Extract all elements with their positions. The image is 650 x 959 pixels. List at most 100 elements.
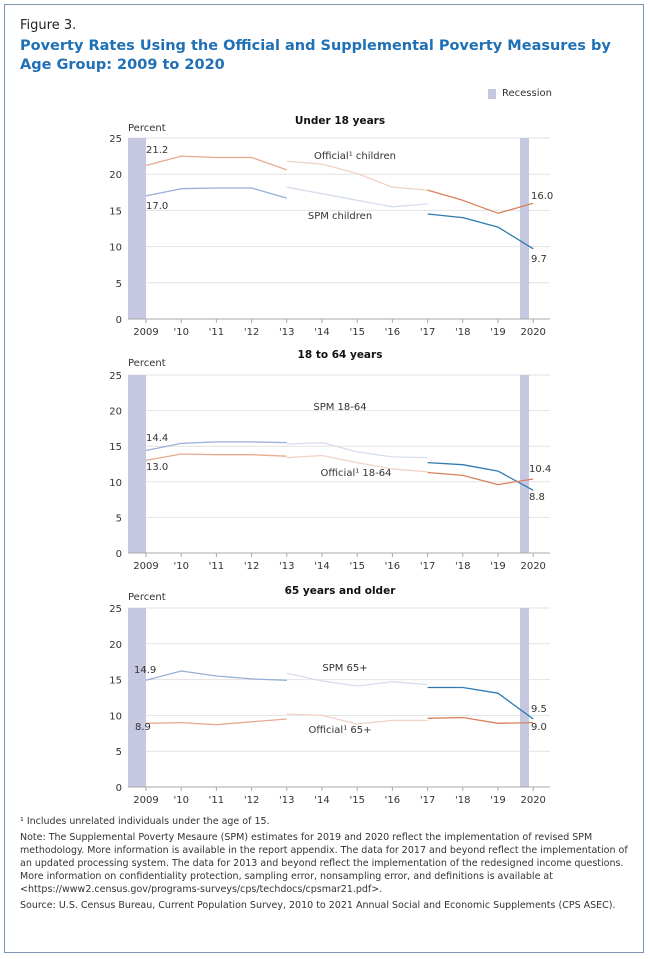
y-tick-label: 20 xyxy=(109,170,122,181)
x-tick-label: '12 xyxy=(244,561,259,572)
x-tick-label: '11 xyxy=(209,561,224,572)
data-label: 17.0 xyxy=(146,201,168,212)
data-label: 14.9 xyxy=(134,665,156,676)
recession-bar xyxy=(128,375,146,553)
series-line-official-segment xyxy=(145,155,288,171)
x-tick-label: '17 xyxy=(420,795,435,806)
x-tick-label: '18 xyxy=(455,795,470,806)
legend-recession-label: Recession xyxy=(502,88,552,99)
x-tick-label: 2009 xyxy=(133,561,158,572)
chart-area: 0 5 10 15 20 25 2009 '10 '11 '12 '13 '14 '15 '16 '17 '1… xyxy=(109,115,553,806)
x-tick-label: '13 xyxy=(279,561,294,572)
y-tick-label: 5 xyxy=(116,747,122,758)
series-label: SPM 65+ xyxy=(322,663,367,674)
series-line-official-segment xyxy=(145,453,287,462)
data-label: 9.7 xyxy=(531,254,547,265)
data-label: 8.9 xyxy=(135,722,151,733)
notes: ¹ Includes unrelated individuals under t… xyxy=(20,815,630,915)
y-tick-label: 10 xyxy=(109,711,122,722)
data-label: 8.8 xyxy=(529,492,545,503)
x-tick-label: '19 xyxy=(490,327,505,338)
data-label: 21.2 xyxy=(146,145,168,156)
y-tick-label: 15 xyxy=(109,442,122,453)
x-tick-label: '12 xyxy=(244,327,259,338)
series-line-spm-segment xyxy=(427,461,534,491)
recession-swatch xyxy=(488,88,496,99)
series-line-spm-segment xyxy=(145,187,287,199)
footnote: ¹ Includes unrelated individuals under t… xyxy=(20,816,270,827)
series-line-spm-segment xyxy=(286,441,428,459)
panel-title: Under 18 years xyxy=(295,115,385,127)
x-tick-label: '10 xyxy=(173,561,188,572)
x-tick-label: '13 xyxy=(279,327,294,338)
series-line-official-segment xyxy=(286,160,428,191)
series-label: SPM 18-64 xyxy=(313,402,366,413)
y-tick-label: 20 xyxy=(109,407,122,418)
data-label: 9.0 xyxy=(531,722,547,733)
y-axis-label: Percent xyxy=(128,358,166,369)
x-tick-label: '14 xyxy=(314,561,329,572)
y-axis-label: Percent xyxy=(128,592,166,603)
x-tick-label: '16 xyxy=(385,327,400,338)
y-tick-label: 5 xyxy=(116,279,122,290)
y-tick-label: 15 xyxy=(109,206,122,217)
recession-bar xyxy=(520,608,529,787)
series-line-official-segment xyxy=(145,718,287,726)
series-label: Official¹ 65+ xyxy=(308,725,371,736)
x-tick-label: '15 xyxy=(349,795,364,806)
series-label: Official¹ children xyxy=(314,151,396,162)
y-tick-label: 0 xyxy=(116,315,122,326)
y-tick-label: 0 xyxy=(116,549,122,560)
series-line-official-segment xyxy=(286,454,428,473)
series-line-spm-segment xyxy=(145,670,287,681)
figure-label: Figure 3. xyxy=(20,18,77,33)
x-tick-label: 2020 xyxy=(520,327,545,338)
y-tick-label: 10 xyxy=(109,478,122,489)
recession-bar xyxy=(128,138,146,319)
panel-title: 18 to 64 years xyxy=(298,349,383,361)
y-tick-label: 25 xyxy=(109,134,122,145)
data-label: 10.4 xyxy=(529,464,551,475)
series-line-spm-segment xyxy=(145,441,287,452)
y-tick-label: 0 xyxy=(116,783,122,794)
x-tick-label: '10 xyxy=(173,795,188,806)
series-line-official-segment xyxy=(286,713,428,725)
x-tick-label: '14 xyxy=(314,795,329,806)
series-line-spm-segment xyxy=(427,686,534,720)
x-tick-label: '18 xyxy=(455,561,470,572)
x-tick-label: '19 xyxy=(490,795,505,806)
x-tick-label: '11 xyxy=(209,795,224,806)
figure-frame xyxy=(4,4,644,953)
series-label: Official¹ 18-64 xyxy=(321,468,392,479)
x-tick-label: 2020 xyxy=(520,795,545,806)
data-label: 9.5 xyxy=(531,704,547,715)
series-line-spm-segment xyxy=(286,186,428,208)
x-tick-label: '13 xyxy=(279,795,294,806)
y-tick-label: 10 xyxy=(109,243,122,254)
x-tick-label: '19 xyxy=(490,561,505,572)
x-tick-label: '15 xyxy=(349,561,364,572)
y-tick-label: 5 xyxy=(116,513,122,524)
recession-bar xyxy=(520,375,529,553)
x-tick-label: 2020 xyxy=(520,561,545,572)
recession-bar xyxy=(128,608,146,787)
x-tick-label: '14 xyxy=(314,327,329,338)
y-tick-label: 25 xyxy=(109,371,122,382)
series-line-spm-segment xyxy=(427,213,534,250)
figure-title: Poverty Rates Using the Official and Sup… xyxy=(20,38,611,73)
x-tick-label: '16 xyxy=(385,561,400,572)
x-tick-label: '11 xyxy=(209,327,224,338)
x-tick-label: 2009 xyxy=(133,327,158,338)
y-tick-label: 25 xyxy=(109,604,122,615)
x-tick-label: '17 xyxy=(420,561,435,572)
series-label: SPM children xyxy=(308,211,372,222)
x-tick-label: '10 xyxy=(173,327,188,338)
y-axis-label: Percent xyxy=(128,123,166,134)
x-tick-label: '18 xyxy=(455,327,470,338)
series-line-official-segment xyxy=(427,716,534,724)
x-tick-label: 2009 xyxy=(133,795,158,806)
data-label: 13.0 xyxy=(146,462,168,473)
note-text: Note: The Supplemental Poverty Mesaure (… xyxy=(20,832,628,895)
data-label: 14.4 xyxy=(146,433,168,444)
x-tick-label: '12 xyxy=(244,795,259,806)
